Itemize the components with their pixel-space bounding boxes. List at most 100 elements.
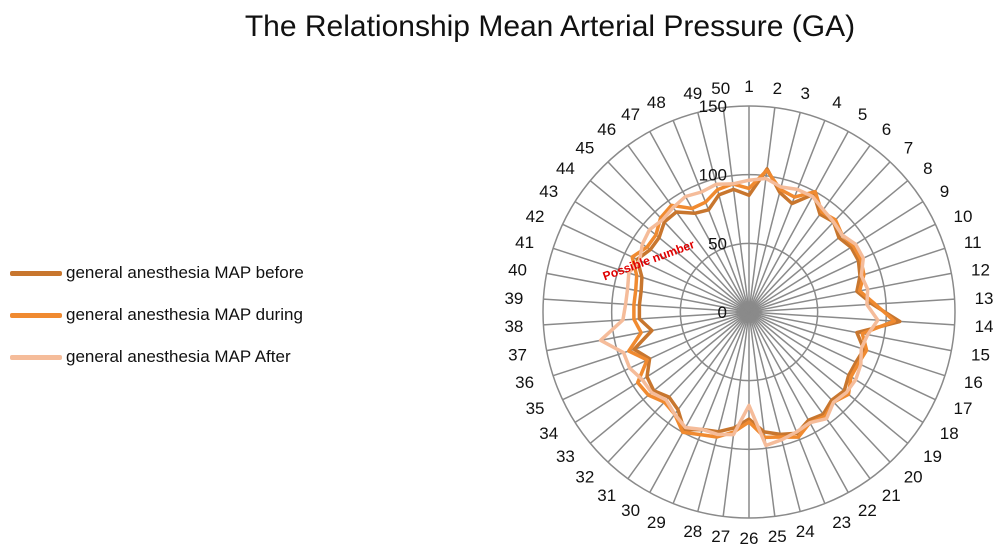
category-label-29: 29: [647, 513, 666, 532]
spoke-39: [543, 298, 750, 313]
category-label-44: 44: [556, 159, 575, 178]
spoke-20: [748, 311, 891, 463]
category-label-6: 6: [882, 120, 891, 139]
category-label-12: 12: [971, 261, 990, 280]
category-label-7: 7: [904, 138, 913, 157]
category-label-41: 41: [515, 233, 534, 252]
category-label-40: 40: [508, 261, 527, 280]
spoke-9: [748, 200, 924, 313]
spoke-21: [748, 311, 871, 480]
spoke-7: [748, 161, 891, 313]
spoke-4: [748, 120, 826, 313]
category-label-10: 10: [954, 207, 973, 226]
radial-tick-150: 150: [699, 97, 727, 116]
category-label-43: 43: [539, 182, 558, 201]
spoke-34: [574, 311, 750, 424]
spoke-31: [627, 311, 750, 480]
spoke-18: [748, 311, 924, 424]
spoke-19: [748, 311, 909, 444]
category-label-45: 45: [575, 138, 594, 157]
chart-title: The Relationship Mean Arterial Pressure …: [244, 10, 856, 43]
category-label-32: 32: [575, 468, 594, 487]
category-label-11: 11: [964, 233, 982, 252]
category-label-50: 50: [711, 79, 730, 98]
legend-swatch-after: [10, 354, 62, 360]
spoke-50: [722, 107, 750, 313]
ring-50: [679, 242, 819, 382]
category-label-48: 48: [647, 93, 666, 112]
spoke-41: [552, 247, 750, 313]
category-label-38: 38: [504, 317, 523, 336]
category-label-35: 35: [526, 399, 545, 418]
category-label-19: 19: [923, 447, 942, 466]
spoke-28: [697, 311, 750, 512]
spoke-10: [748, 223, 936, 313]
spoke-43: [574, 200, 750, 313]
legend-swatch-before: [10, 270, 62, 276]
spoke-3: [748, 112, 801, 313]
category-label-20: 20: [904, 468, 923, 487]
spoke-6: [748, 144, 871, 313]
radar-grid: [542, 105, 956, 519]
legend-item-during: general anesthesia MAP during: [10, 294, 304, 336]
radial-tick-50: 50: [708, 234, 727, 253]
category-label-5: 5: [858, 105, 867, 124]
category-label-46: 46: [597, 120, 616, 139]
spoke-2: [748, 107, 776, 313]
spoke-27: [722, 311, 750, 517]
spoke-17: [748, 311, 936, 401]
category-label-30: 30: [621, 501, 640, 520]
spoke-33: [589, 311, 750, 444]
spoke-44: [589, 180, 750, 313]
spoke-38: [543, 311, 750, 326]
spoke-23: [748, 311, 826, 504]
series-line-0: [632, 167, 902, 437]
radar-series: [598, 167, 902, 448]
legend-label-before: general anesthesia MAP before: [66, 263, 304, 282]
category-label-37: 37: [508, 345, 527, 364]
spoke-30: [649, 311, 750, 493]
spoke-47: [649, 131, 750, 313]
category-label-49: 49: [683, 84, 702, 103]
legend: general anesthesia MAP before general an…: [10, 252, 304, 378]
category-label-15: 15: [971, 345, 990, 364]
legend-item-before: general anesthesia MAP before: [10, 252, 304, 294]
category-label-27: 27: [711, 527, 730, 546]
category-label-3: 3: [800, 84, 809, 103]
spoke-12: [748, 272, 952, 313]
spoke-13: [748, 298, 955, 313]
category-label-18: 18: [940, 424, 959, 443]
spoke-49: [697, 112, 750, 313]
radial-tick-0: 0: [718, 303, 727, 322]
spoke-29: [672, 311, 750, 504]
category-label-31: 31: [597, 486, 616, 505]
category-label-13: 13: [975, 289, 994, 308]
category-label-33: 33: [556, 447, 575, 466]
spoke-45: [607, 161, 750, 313]
category-label-9: 9: [940, 182, 949, 201]
category-label-21: 21: [882, 486, 901, 505]
legend-swatch-during: [10, 312, 62, 318]
category-label-22: 22: [858, 501, 877, 520]
category-label-1: 1: [744, 77, 753, 96]
series-line-2: [598, 176, 880, 448]
category-label-47: 47: [621, 105, 640, 124]
category-label-14: 14: [975, 317, 994, 336]
spoke-15: [748, 311, 952, 352]
spoke-24: [748, 311, 801, 512]
category-label-36: 36: [515, 373, 534, 392]
spoke-22: [748, 311, 849, 493]
spoke-16: [748, 311, 946, 377]
legend-item-after: general anesthesia MAP After: [10, 336, 304, 378]
spoke-14: [748, 311, 955, 326]
category-label-8: 8: [923, 159, 932, 178]
spoke-46: [627, 144, 750, 313]
category-label-17: 17: [954, 399, 973, 418]
spoke-37: [546, 311, 750, 352]
spoke-25: [748, 311, 776, 517]
spoke-11: [748, 247, 946, 313]
category-label-42: 42: [526, 207, 545, 226]
radial-tick-100: 100: [699, 166, 727, 185]
category-label-24: 24: [796, 522, 815, 541]
